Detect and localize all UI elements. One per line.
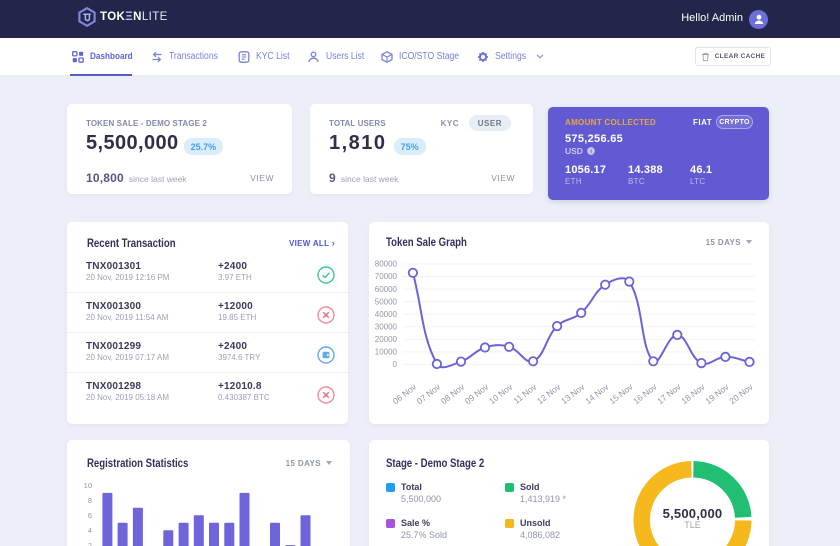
svg-text:10000: 10000 — [375, 348, 398, 357]
svg-text:18 Nov: 18 Nov — [679, 381, 707, 406]
svg-text:14 Nov: 14 Nov — [583, 381, 611, 406]
svg-text:12 Nov: 12 Nov — [535, 381, 563, 406]
svg-text:19 Nov: 19 Nov — [703, 381, 731, 406]
svg-text:i: i — [590, 149, 592, 155]
svg-text:08 Nov: 08 Nov — [439, 381, 467, 406]
svg-text:20 Nov: 20 Nov — [727, 381, 755, 406]
svg-text:06 Nov: 06 Nov — [391, 381, 419, 406]
svg-text:2: 2 — [88, 541, 92, 546]
svg-text:70000: 70000 — [375, 272, 398, 281]
svg-text:80000: 80000 — [375, 260, 398, 269]
svg-text:16 Nov: 16 Nov — [631, 381, 659, 406]
svg-text:0: 0 — [393, 360, 398, 369]
svg-text:30000: 30000 — [375, 322, 398, 331]
svg-text:4: 4 — [88, 526, 92, 535]
svg-text:17 Nov: 17 Nov — [655, 381, 683, 406]
svg-text:07 Nov: 07 Nov — [415, 381, 443, 406]
svg-text:60000: 60000 — [375, 285, 398, 294]
svg-text:09 Nov: 09 Nov — [463, 381, 491, 406]
svg-text:40000: 40000 — [375, 310, 398, 319]
svg-text:11 Nov: 11 Nov — [511, 381, 538, 406]
svg-text:8: 8 — [88, 496, 92, 505]
svg-text:13 Nov: 13 Nov — [559, 381, 587, 406]
svg-text:10: 10 — [84, 481, 92, 490]
svg-text:10 Nov: 10 Nov — [487, 381, 515, 406]
svg-text:50000: 50000 — [375, 297, 398, 306]
svg-text:15 Nov: 15 Nov — [607, 381, 635, 406]
svg-text:20000: 20000 — [375, 335, 398, 344]
svg-text:6: 6 — [88, 511, 92, 520]
